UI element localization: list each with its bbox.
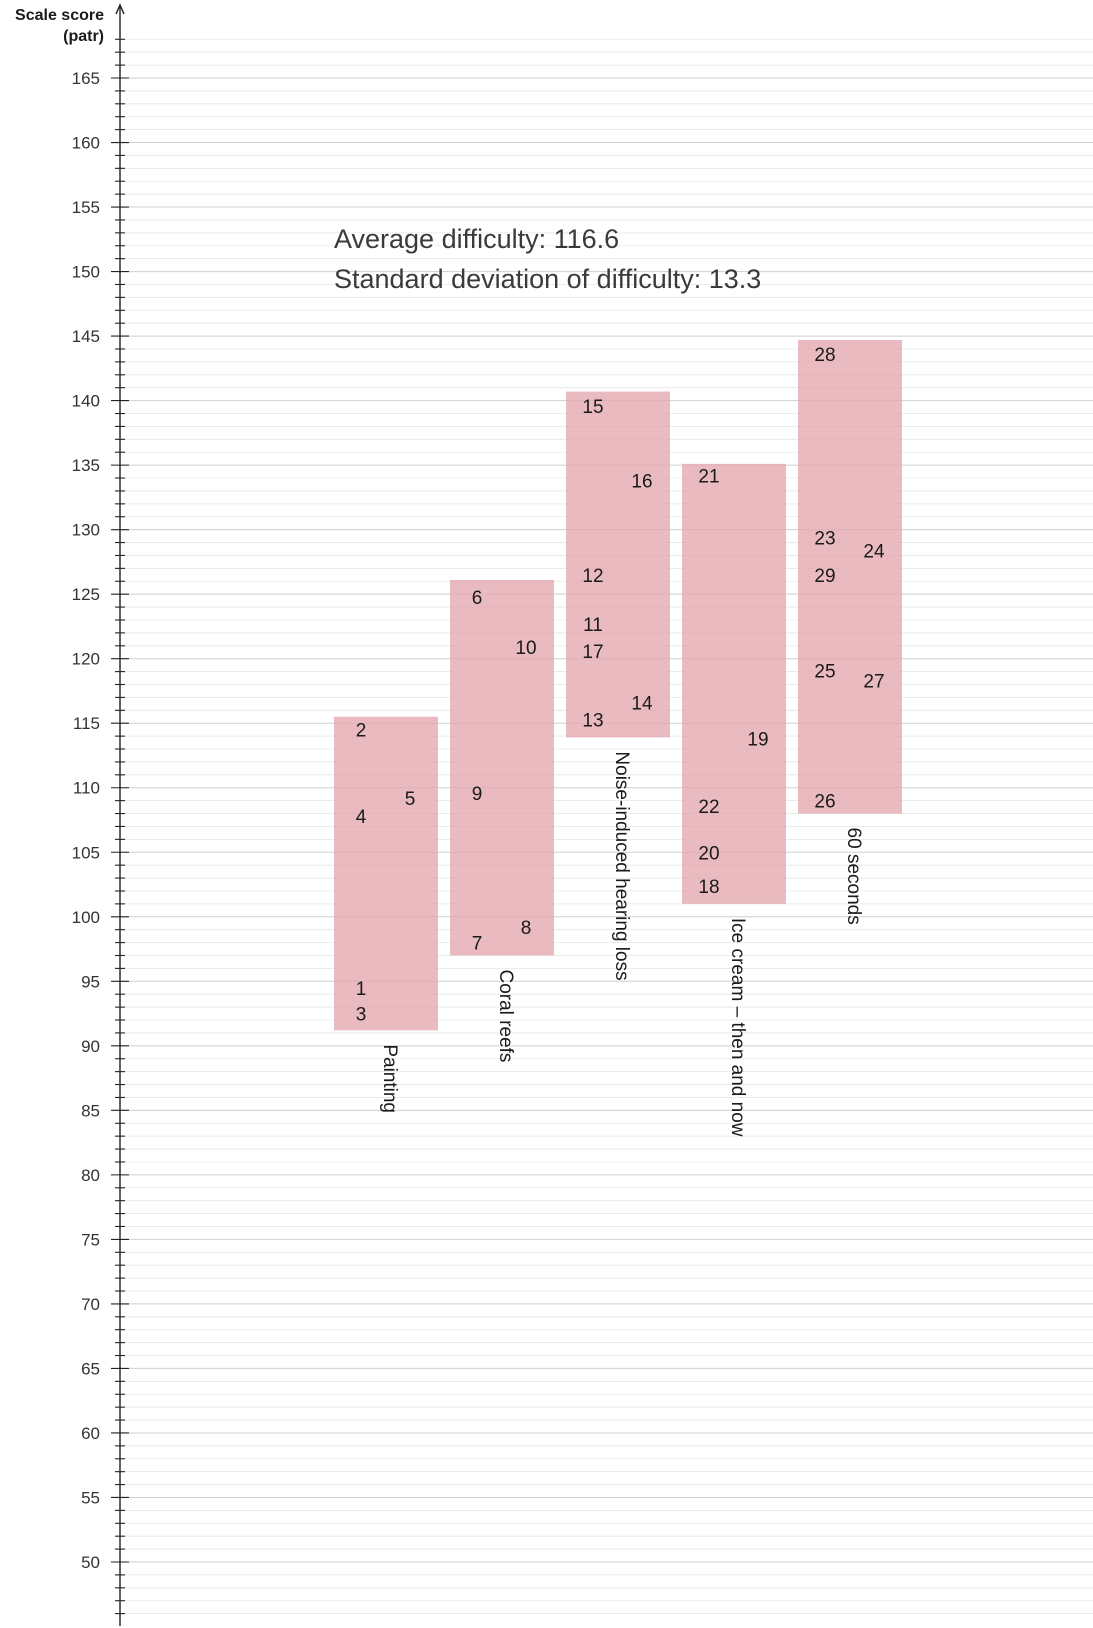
- y-tick-label: 50: [81, 1553, 100, 1572]
- item-label: 28: [814, 345, 835, 366]
- y-tick-label: 100: [72, 908, 100, 927]
- item-label: 4: [356, 807, 367, 828]
- group-box: [334, 717, 438, 1031]
- group-box: [682, 464, 786, 904]
- item-label: 24: [863, 541, 885, 562]
- item-label: 29: [814, 566, 835, 587]
- item-label: 21: [698, 466, 719, 487]
- sd-difficulty-text: Standard deviation of difficulty: 13.3: [334, 264, 761, 294]
- y-tick-label: 135: [72, 456, 100, 475]
- y-tick-label: 70: [81, 1295, 100, 1314]
- y-tick-label: 85: [81, 1101, 100, 1120]
- item-label: 26: [814, 792, 835, 813]
- y-axis-title-line2: (patr): [63, 28, 104, 45]
- item-label: 6: [472, 588, 483, 609]
- group-box: [566, 392, 670, 738]
- item-label: 7: [472, 934, 483, 955]
- y-tick-label: 165: [72, 69, 100, 88]
- item-label: 2: [356, 721, 367, 742]
- group-box: [450, 580, 554, 956]
- y-tick-label: 150: [72, 263, 100, 282]
- item-label: 19: [747, 730, 768, 751]
- item-label: 25: [814, 661, 835, 682]
- y-axis-title-line1: Scale score: [15, 7, 104, 24]
- group-label: Coral reefs: [495, 969, 516, 1062]
- y-tick-label: 55: [81, 1488, 100, 1507]
- item-label: 13: [582, 710, 603, 731]
- y-tick-label: 145: [72, 327, 100, 346]
- item-label: 17: [582, 642, 603, 663]
- item-label: 3: [356, 1005, 367, 1026]
- item-label: 5: [405, 789, 416, 810]
- item-label: 12: [582, 566, 603, 587]
- y-tick-label: 125: [72, 585, 100, 604]
- group-label: 60 seconds: [843, 828, 864, 925]
- y-tick-label: 130: [72, 521, 100, 540]
- item-label: 9: [472, 784, 483, 805]
- y-tick-label: 120: [72, 650, 100, 669]
- y-axis: 50 55 60 65 70 75 80 85 90 95 100 105 110 115 120 125 13…: [72, 5, 129, 1626]
- item-label: 18: [698, 877, 719, 898]
- group-label: Painting: [379, 1044, 400, 1113]
- item-label: 16: [631, 472, 652, 493]
- average-difficulty-text: Average difficulty: 116.6: [334, 224, 619, 254]
- item-label: 11: [583, 615, 603, 636]
- item-label: 10: [515, 638, 536, 659]
- item-label: 8: [521, 918, 532, 939]
- y-tick-label: 75: [81, 1230, 100, 1249]
- item-label: 22: [698, 797, 719, 818]
- y-tick-label: 90: [81, 1037, 100, 1056]
- y-tick-label: 95: [81, 972, 100, 991]
- y-tick-label: 110: [73, 779, 100, 798]
- y-tick-label: 140: [72, 392, 100, 411]
- y-tick-label: 160: [72, 134, 100, 153]
- y-tick-label: 80: [81, 1166, 100, 1185]
- item-label: 23: [814, 528, 835, 549]
- item-label: 27: [863, 672, 884, 693]
- group-label: Ice cream – then and now: [727, 918, 748, 1137]
- item-label: 1: [356, 979, 367, 1000]
- y-tick-label: 105: [72, 843, 100, 862]
- y-tick-label: 60: [81, 1424, 100, 1443]
- item-label: 20: [698, 843, 719, 864]
- y-tick-label: 65: [81, 1359, 100, 1378]
- group-label: Noise-induced hearing loss: [611, 751, 632, 980]
- y-tick-label: 115: [73, 714, 100, 733]
- y-tick-label: 155: [72, 198, 100, 217]
- item-label: 15: [582, 397, 603, 418]
- item-label: 14: [631, 694, 653, 715]
